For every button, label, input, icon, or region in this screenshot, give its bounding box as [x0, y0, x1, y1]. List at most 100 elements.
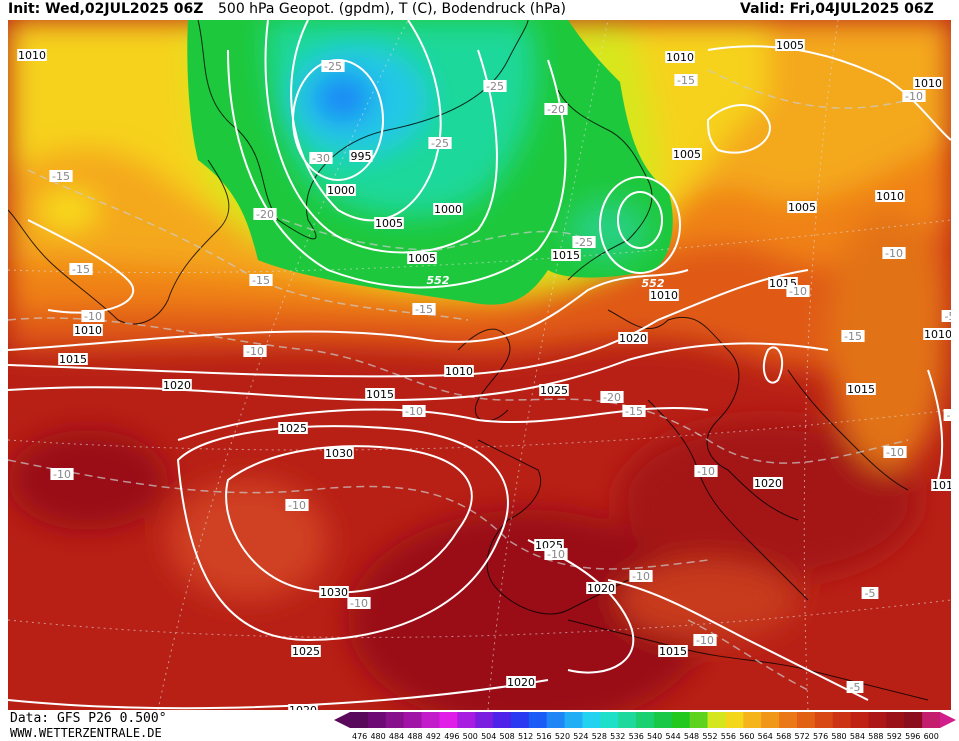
- isotherm-label: -10: [243, 345, 267, 358]
- colorbar-tick-label: 480: [370, 732, 385, 741]
- colorbar-swatch: [671, 712, 691, 728]
- isotherm-label-text: -10: [886, 446, 904, 459]
- isotherm-label-text: -10: [350, 597, 368, 610]
- isobar-label-text: 1005: [788, 201, 816, 214]
- isobar-label: 1020: [618, 332, 648, 345]
- isotherm-label: -20: [544, 103, 568, 116]
- isotherm-label-text: -5: [865, 587, 876, 600]
- colorbar-tick-label: 584: [850, 732, 865, 741]
- isotherm-label-text: -10: [905, 90, 923, 103]
- colorbar-swatch: [493, 712, 512, 728]
- isotherm-label-text: -15: [252, 274, 270, 287]
- isobar-label-text: 1010: [876, 190, 904, 203]
- colorbar-tick-label: 592: [887, 732, 902, 741]
- colorbar-tick-label: 548: [684, 732, 699, 741]
- colorbar-swatch: [761, 712, 780, 728]
- isobar-label-text: 1010: [445, 365, 473, 378]
- isobar-label: 1015: [551, 249, 581, 262]
- colorbar-swatch: [832, 712, 852, 728]
- isotherm-label-text: -10: [53, 468, 71, 481]
- colorbar-swatch: [796, 712, 816, 728]
- data-source: Data: GFS P26 0.500°: [10, 711, 167, 726]
- isobar-label-text: 1020: [754, 477, 782, 490]
- colorbar-swatch: [475, 712, 494, 728]
- colorbar-tick-label: 476: [352, 732, 367, 741]
- colorbar-swatch: [403, 712, 423, 728]
- colorbar-swatch: [779, 712, 798, 728]
- colorbar-tick-label: 588: [868, 732, 883, 741]
- isobar-label: 1010: [17, 49, 47, 62]
- isobar-label-text: 1005: [673, 148, 701, 161]
- isotherm-label-text: -15: [52, 170, 70, 183]
- isotherm-label-text: -15: [72, 263, 90, 276]
- colorbar-tick-label: 528: [592, 732, 607, 741]
- isobar-label: 1020: [586, 582, 616, 595]
- height-label: 552: [642, 277, 665, 290]
- colorbar-tick-label: 556: [721, 732, 736, 741]
- isotherm-label-text: -10: [547, 548, 565, 561]
- colorbar-swatch: [814, 712, 834, 728]
- colorbar-tick-label: 576: [813, 732, 828, 741]
- isotherm-label: -25: [321, 60, 345, 73]
- isotherm-label-text: -5: [945, 310, 951, 323]
- website: WWW.WETTERZENTRALE.DE: [10, 726, 162, 740]
- isotherm-label: -10: [81, 310, 105, 323]
- isobar-label: 1010: [931, 479, 951, 492]
- isotherm-label-text: -10: [697, 465, 715, 478]
- isobar-label: 1010: [73, 324, 103, 337]
- isotherm-label: -5: [941, 310, 951, 323]
- isobar-label-text: 1000: [327, 184, 355, 197]
- colorbar-tick-label: 568: [776, 732, 791, 741]
- colorbar-tick-label: 544: [665, 732, 680, 741]
- isotherm-label: -10: [883, 446, 907, 459]
- isobar-label-text: 1020: [507, 676, 535, 689]
- colorbar-swatch: [743, 712, 762, 728]
- isotherm-label-text: -10: [885, 247, 903, 260]
- isobar-label: 1020: [162, 379, 192, 392]
- isotherm-label-text: -10: [696, 634, 714, 647]
- isobar-label: 1020: [753, 477, 783, 490]
- isotherm-label-text: -5: [850, 681, 861, 694]
- isobar-label: 1025: [291, 645, 321, 658]
- isotherm-label-text: -20: [603, 391, 621, 404]
- isobar-label-text: 1020: [587, 582, 615, 595]
- isobar-label-text: 1010: [666, 51, 694, 64]
- isotherm-label-text: -15: [677, 74, 695, 87]
- isotherm-label: -10: [693, 634, 717, 647]
- isobar-label: 1005: [672, 148, 702, 161]
- isobar-label: 1010: [649, 289, 679, 302]
- isobar-label-text: 1020: [163, 379, 191, 392]
- isotherm-label-text: -25: [486, 80, 504, 93]
- isotherm-label: -5: [943, 409, 951, 422]
- map-header: Init: Wed,02JUL2025 06Z 500 hPa Geopot. …: [0, 0, 959, 20]
- colorbar-swatch: [528, 712, 548, 728]
- isotherm-label-text: -20: [256, 208, 274, 221]
- colorbar-swatch: [886, 712, 905, 728]
- colorbar-tick-label: 512: [518, 732, 533, 741]
- isobar-label-text: 1015: [366, 388, 394, 401]
- init-time: Init: Wed,02JUL2025 06Z: [8, 1, 204, 17]
- isobar-label-text: 1015: [59, 353, 87, 366]
- height-label-text: 552: [642, 277, 665, 290]
- isotherm-labels: -25-25 -15-10-20-25-30-15-20-25-10-15-15-…: [49, 60, 951, 694]
- isotherm-label-text: -15: [625, 405, 643, 418]
- colorbar-swatch: [904, 712, 923, 728]
- isotherm-label-text: -10: [246, 345, 264, 358]
- isotherm-label: -25: [483, 80, 507, 93]
- colorbar-swatch: [922, 712, 941, 728]
- isobar-label: 1010: [665, 51, 695, 64]
- graticule: [8, 20, 951, 710]
- colorbar-tick-label: 552: [702, 732, 717, 741]
- colorbar-swatch: [564, 712, 583, 728]
- colorbar-swatch: [600, 712, 619, 728]
- colorbar-tick-label: 508: [500, 732, 515, 741]
- height-label-text: 552: [427, 274, 450, 287]
- isobar-label-text: 1010: [932, 479, 951, 492]
- colorbar-swatch: [582, 712, 601, 728]
- isobar-label-text: 995: [351, 150, 372, 163]
- isobar-label: 1000: [326, 184, 356, 197]
- colorbar-swatch: [707, 712, 726, 728]
- isobar-label: 1010: [913, 77, 943, 90]
- colorbar-swatch: [510, 712, 530, 728]
- colorbar-tick-label: 516: [536, 732, 551, 741]
